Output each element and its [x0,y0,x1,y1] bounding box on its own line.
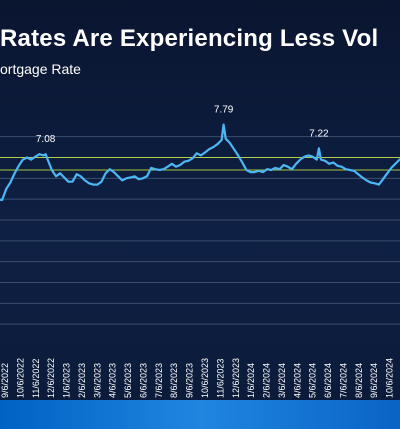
x-axis-ticks: 9/6/2022 10/6/2022 11/6/2022 12/6/2022 1/6/2… [0,358,395,398]
x-tick-label: 7/6/2024 [338,363,348,398]
x-tick-label: 7/6/2023 [154,363,164,398]
x-tick-label: 9/6/2022 [0,363,10,398]
x-tick-label: 2/6/2023 [77,363,87,398]
x-tick-label: 6/6/2024 [323,363,333,398]
x-tick-label: 1/6/2023 [62,363,72,398]
data-label: 7.22 [309,128,329,139]
x-tick-label: 10/6/2022 [15,358,25,398]
gridlines [0,136,400,325]
x-tick-label: 12/6/2023 [231,358,241,398]
x-tick-label: 6/6/2023 [138,363,148,398]
x-tick-label: 8/6/2023 [169,363,179,398]
x-tick-label: 11/6/2022 [31,359,41,398]
x-tick-label: 10/6/2024 [385,358,395,398]
annotations: 7.08 7.79 7.22 [36,105,329,146]
x-tick-label: 3/6/2023 [92,363,102,398]
chart-subtitle: ortgage Rate [0,61,81,77]
chart-title: Rates Are Experiencing Less Vol [0,25,379,52]
data-label: 7.79 [214,105,234,116]
x-tick-label: 3/6/2024 [277,363,287,398]
x-tick-label: 4/6/2024 [292,363,302,398]
x-tick-label: 12/6/2022 [46,358,56,398]
x-tick-label: 4/6/2023 [108,363,118,398]
x-tick-label: 10/6/2023 [200,358,210,398]
x-tick-label: 9/6/2024 [369,363,379,398]
x-tick-label: 11/6/2023 [215,359,225,398]
x-tick-label: 9/6/2023 [185,363,195,398]
mortgage-rate-line [0,123,400,202]
footer-bar [0,400,400,429]
data-label: 7.08 [36,134,56,145]
x-tick-label: 5/6/2024 [308,363,318,398]
x-tick-label: 1/6/2024 [246,363,256,398]
x-tick-label: 8/6/2024 [354,363,364,398]
x-tick-label: 2/6/2024 [262,363,272,398]
highlight-lines [0,157,400,171]
x-tick-label: 5/6/2023 [123,363,133,398]
